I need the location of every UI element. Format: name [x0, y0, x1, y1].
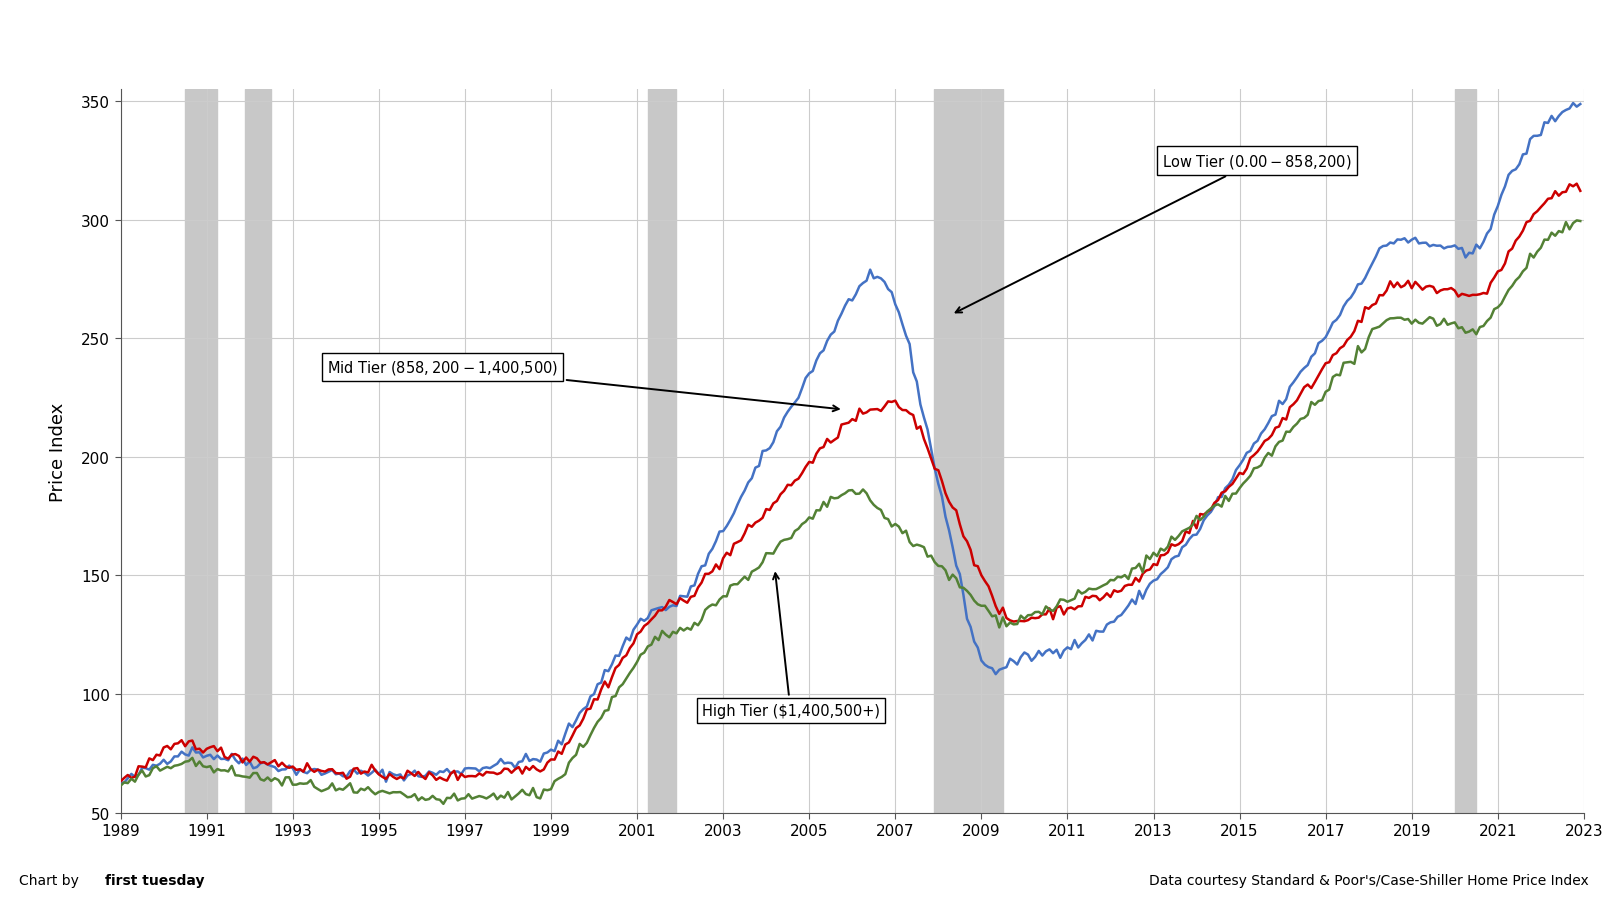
Bar [1454, 90, 1475, 813]
Y-axis label: Price Index: Price Index [50, 402, 67, 501]
Text: Low Tier ($0.00 - $858,200): Low Tier ($0.00 - $858,200) [955, 153, 1351, 313]
Bar [934, 90, 1003, 813]
Text: Chart by: Chart by [19, 873, 84, 888]
Text: High Tier ($1,400,500+): High Tier ($1,400,500+) [701, 573, 879, 719]
Text: Mid Tier ($858,200 - $1,400,500): Mid Tier ($858,200 - $1,400,500) [326, 358, 839, 412]
Text: San Francisco Tiered Home Pricing (1989-present): San Francisco Tiered Home Pricing (1989-… [371, 23, 1236, 53]
Bar [185, 90, 217, 813]
Text: Data courtesy Standard & Poor's/Case-Shiller Home Price Index: Data courtesy Standard & Poor's/Case-Shi… [1149, 873, 1588, 888]
Bar [246, 90, 272, 813]
Text: first tuesday: first tuesday [104, 873, 204, 888]
Bar [648, 90, 675, 813]
